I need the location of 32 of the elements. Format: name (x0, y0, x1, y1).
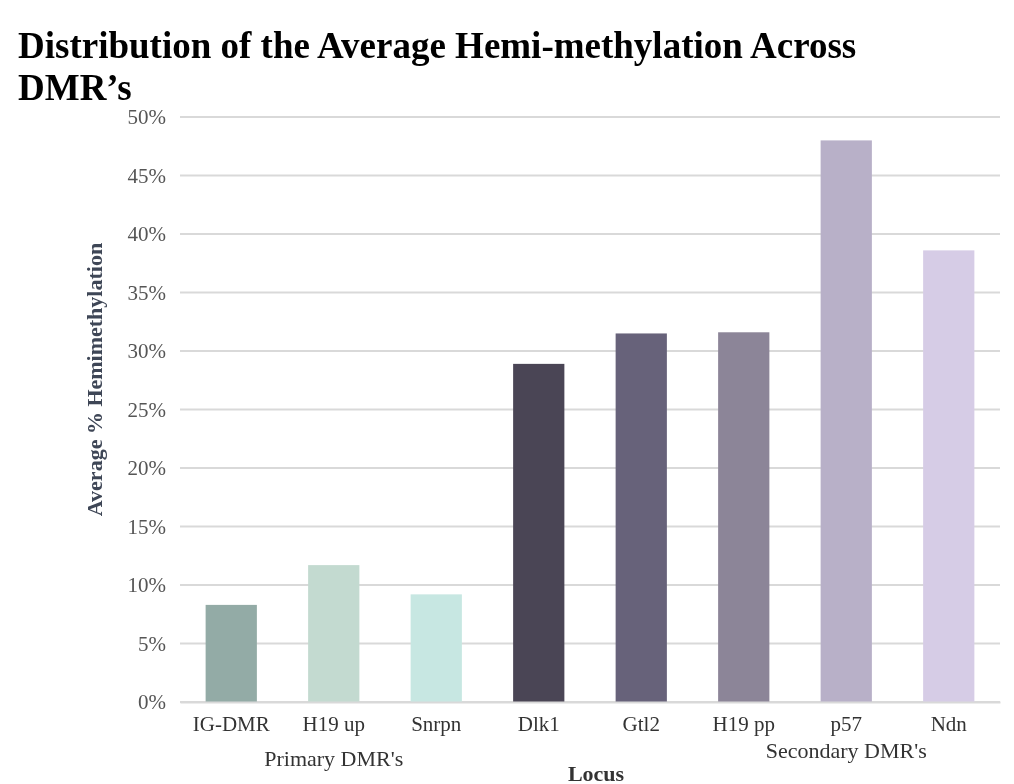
text: Secondary DMR's (765, 738, 927, 763)
x-tick-label: H19 pp (712, 711, 775, 736)
x-axis-title: Locus (567, 761, 625, 784)
y-tick-label: 0% (138, 690, 166, 715)
y-tick-label: 15% (127, 514, 166, 539)
bar (615, 333, 667, 702)
y-tick-label: 45% (127, 163, 166, 188)
bar (205, 604, 257, 702)
bar (718, 332, 770, 702)
y-tick-label: 5% (138, 631, 166, 656)
y-axis-title: Average % Hemimethylation (82, 242, 107, 517)
y-tick-label: 20% (127, 456, 166, 481)
x-tick-label: H19 up (302, 711, 365, 736)
y-tick-label: 30% (127, 339, 166, 364)
x-tick-label: Snrpn (411, 711, 462, 736)
bar (308, 565, 360, 702)
x-tick-label: Dlk1 (517, 711, 560, 736)
chart-title: Distribution of the Average Hemi-methylation Across DMR’s (18, 25, 857, 108)
y-tick-label: 10% (127, 573, 166, 598)
x-tick-label: p57 (830, 711, 862, 736)
y-tick-label: 50% (127, 105, 166, 130)
x-tick-label: Ndn (930, 711, 968, 736)
text: Primary DMR's (264, 746, 404, 771)
y-tick-label: 25% (127, 397, 166, 422)
bar (923, 250, 975, 702)
x-tick-label: IG-DMR (192, 711, 270, 736)
y-tick-label: 35% (127, 280, 166, 305)
bar (820, 140, 872, 702)
bar (410, 594, 462, 702)
y-tick-label: 40% (127, 222, 166, 247)
bar (513, 363, 565, 702)
x-tick-label: Gtl2 (622, 711, 660, 736)
